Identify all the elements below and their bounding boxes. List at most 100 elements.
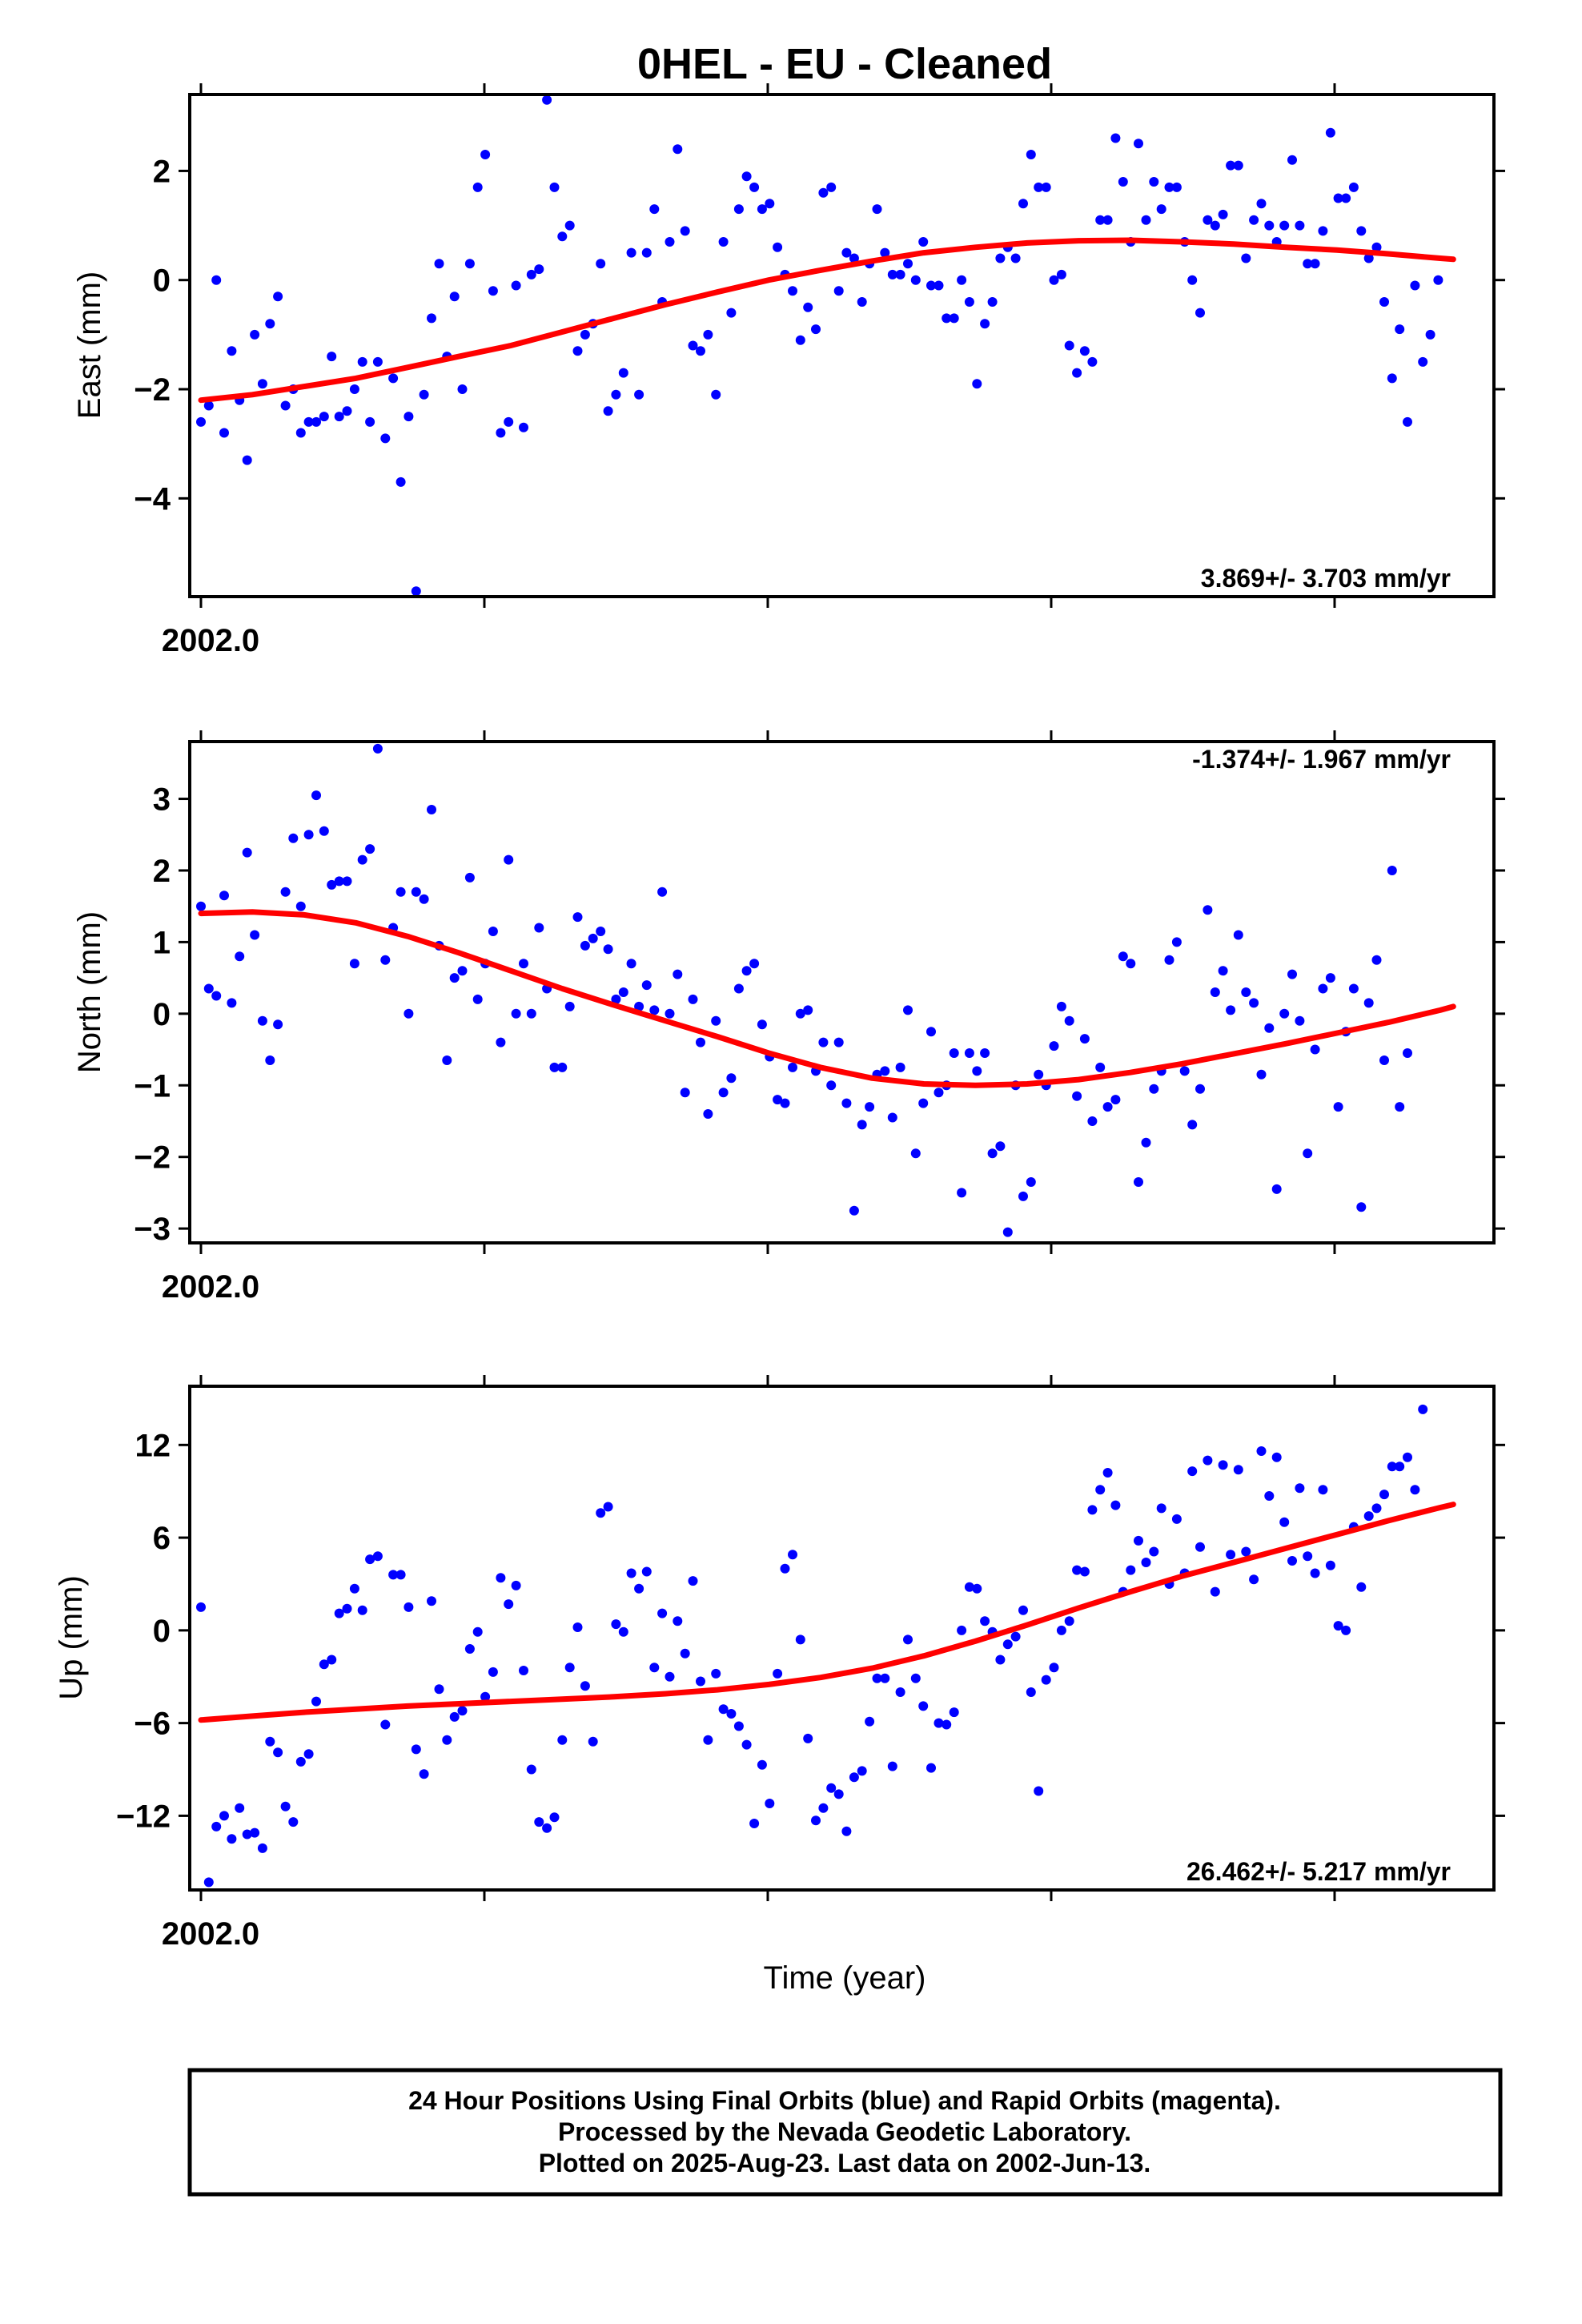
north-data-point — [1195, 1084, 1205, 1094]
up-data-point — [242, 1829, 252, 1839]
east-data-point — [1226, 160, 1236, 171]
north-data-point — [673, 969, 683, 979]
up-data-point — [526, 1764, 536, 1775]
up-data-point — [711, 1668, 721, 1679]
up-data-point — [773, 1668, 783, 1679]
up-data-point — [780, 1563, 790, 1574]
up-data-point — [388, 1570, 399, 1580]
east-data-point — [427, 313, 436, 324]
up-data-point — [718, 1704, 729, 1715]
north-data-point — [634, 1001, 644, 1011]
east-data-point — [1049, 275, 1059, 285]
north-data-point — [1118, 951, 1128, 962]
north-data-point — [641, 980, 652, 991]
up-data-point — [934, 1718, 944, 1728]
up-data-point — [972, 1583, 982, 1594]
east-data-point — [872, 204, 882, 215]
north-data-point — [865, 1102, 875, 1112]
up-data-point — [1403, 1452, 1412, 1462]
north-data-point — [918, 1098, 929, 1108]
east-data-point — [1395, 324, 1405, 335]
north-data-point — [1164, 955, 1174, 965]
east-data-point — [741, 171, 752, 182]
east-data-point — [1371, 242, 1382, 252]
east-data-point — [580, 329, 590, 340]
east-data-point — [1256, 199, 1267, 209]
east-data-point — [457, 384, 468, 394]
east-data-point — [273, 292, 283, 302]
east-data-point — [219, 428, 229, 438]
north-y-tick-label: 3 — [153, 782, 171, 818]
up-data-point — [726, 1709, 737, 1719]
east-data-point — [818, 187, 829, 198]
east-data-point — [957, 275, 967, 285]
north-data-point — [1256, 1069, 1267, 1080]
east-data-point — [357, 356, 367, 367]
east-data-point — [1279, 220, 1290, 231]
north-data-point — [504, 854, 514, 865]
north-data-point — [1218, 966, 1228, 976]
east-data-point — [673, 144, 683, 155]
up-data-point — [464, 1644, 475, 1654]
up-data-point — [1264, 1491, 1275, 1501]
north-data-point — [880, 1066, 890, 1076]
up-y-tick-label: 12 — [135, 1428, 171, 1463]
east-data-point — [795, 335, 805, 345]
up-data-point — [1295, 1483, 1305, 1494]
east-data-point — [811, 324, 821, 335]
east-data-point — [1026, 150, 1036, 159]
up-data-point — [1187, 1466, 1198, 1477]
up-data-point — [311, 1696, 321, 1707]
east-data-point — [396, 476, 406, 487]
up-data-point — [1226, 1550, 1236, 1560]
east-data-point — [618, 368, 628, 378]
north-data-point — [1072, 1091, 1082, 1101]
north-data-point — [957, 1188, 967, 1198]
footer-line-1: 24 Hour Positions Using Final Orbits (bl… — [408, 2086, 1281, 2115]
up-data-point — [1271, 1452, 1282, 1462]
north-data-point — [564, 1001, 575, 1011]
east-y-tick-label: −2 — [134, 372, 171, 408]
north-data-point — [964, 1048, 974, 1058]
north-data-point — [803, 1005, 813, 1015]
north-data-point — [411, 887, 421, 897]
east-data-point — [534, 264, 544, 275]
east-data-point — [1195, 308, 1205, 318]
up-data-point — [1333, 1621, 1343, 1631]
north-data-point — [557, 1062, 568, 1072]
east-data-point — [641, 247, 652, 258]
east-data-point — [926, 280, 936, 291]
east-data-point — [365, 416, 375, 427]
north-data-point — [1149, 1084, 1159, 1094]
north-data-point — [549, 1062, 560, 1072]
up-ticks: −12 −6 0 6 12 — [116, 1375, 1505, 1901]
north-data-point — [227, 998, 237, 1008]
east-data-point — [757, 204, 767, 215]
north-data-point — [342, 876, 352, 887]
up-data-point — [1056, 1625, 1066, 1635]
east-data-point — [733, 204, 744, 215]
up-data-point — [319, 1659, 329, 1670]
north-y-tick-label: −3 — [134, 1212, 171, 1247]
north-data-point — [303, 830, 314, 840]
up-data-point — [1325, 1560, 1335, 1570]
up-data-point — [235, 1803, 245, 1813]
up-data-point — [419, 1769, 429, 1779]
up-data-point — [703, 1735, 713, 1745]
east-data-point — [1218, 209, 1228, 219]
north-data-point — [372, 743, 383, 754]
east-data-point — [1341, 193, 1351, 203]
north-data-point — [1310, 1044, 1320, 1055]
north-data-point — [488, 927, 498, 936]
up-data-point — [457, 1706, 468, 1716]
north-data-point — [1049, 1041, 1059, 1051]
east-data-point — [1064, 340, 1074, 351]
up-data-point — [1410, 1485, 1420, 1495]
north-data-point — [849, 1205, 859, 1216]
east-data-point — [419, 389, 429, 400]
north-data-point — [1187, 1120, 1198, 1130]
north-data-point — [280, 887, 291, 897]
north-data-point — [327, 879, 337, 890]
up-data-point — [1134, 1535, 1143, 1546]
